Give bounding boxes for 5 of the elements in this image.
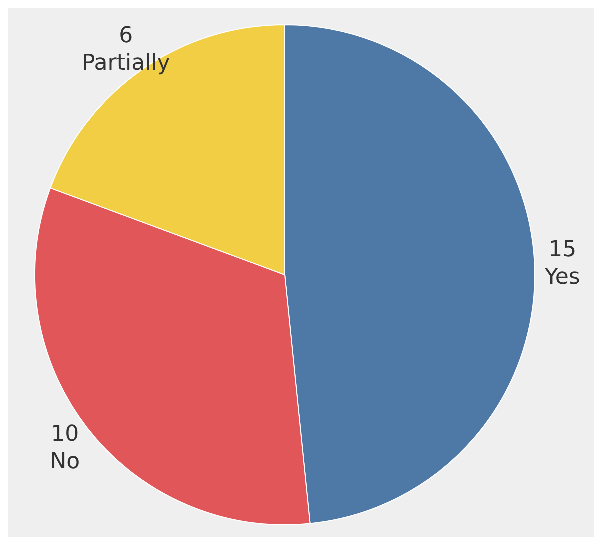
data-label: 6 [119,23,134,48]
slice-label: Yes [544,265,580,290]
slice-label: No [50,449,80,474]
data-label: 15 [548,238,577,263]
data-label: 10 [51,422,80,447]
